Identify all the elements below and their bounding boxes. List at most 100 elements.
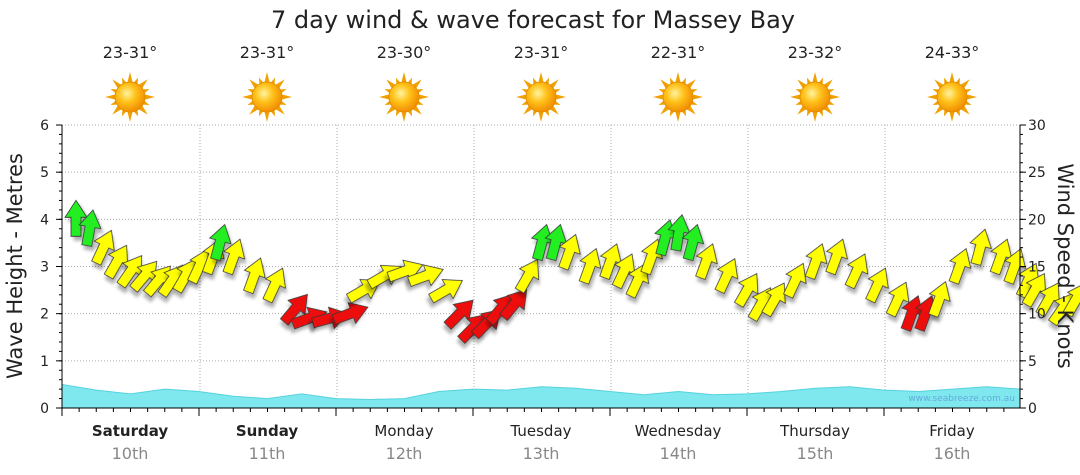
sun-ray: [523, 79, 533, 89]
wind-arrow: [783, 262, 807, 299]
sun-icon: [379, 72, 429, 122]
day-date-label: 14th: [660, 444, 697, 463]
wind-arrow: [544, 223, 568, 262]
sun-ray: [812, 112, 818, 122]
left-tick-label: 4: [40, 212, 49, 228]
sun-ray: [955, 110, 961, 117]
sun-ray: [280, 88, 287, 94]
wind-arrow: [262, 267, 286, 304]
wind-arrow: [714, 258, 739, 294]
daily-temperature-row: 23-31° 23-31° 23-30° 23-31° 22-31° 23-32° 24-3…: [103, 43, 980, 62]
wind-arrow: [222, 238, 246, 276]
wind-arrow: [443, 299, 474, 330]
right-tick-label: 5: [1028, 354, 1037, 370]
left-tick-label: 0: [40, 401, 49, 417]
wind-arrow: [243, 257, 266, 295]
sun-ray: [407, 110, 413, 117]
wind-arrow: [279, 293, 308, 326]
sun-ray: [532, 110, 538, 117]
sun-ray: [133, 110, 139, 117]
day-date-label: 15th: [797, 444, 834, 463]
sun-ray: [401, 112, 407, 122]
right-tick-label: 15: [1028, 260, 1046, 276]
sun-ray: [386, 79, 396, 89]
wind-arrow: [885, 281, 910, 318]
sun-ray: [669, 77, 675, 84]
sun-ray: [133, 77, 139, 84]
sun-ray: [242, 94, 252, 100]
right-tick-label: 25: [1028, 165, 1046, 181]
wind-arrow: [865, 267, 889, 304]
sun-ray: [419, 94, 429, 100]
sun-ray: [138, 79, 148, 89]
sun-ray: [693, 94, 703, 100]
temperature-label: 22-31°: [651, 43, 706, 62]
wind-arrow: [928, 280, 951, 318]
sun-ray: [818, 110, 824, 117]
sun-ray: [549, 105, 559, 115]
wind-arrow: [681, 223, 705, 262]
sun-ray: [258, 77, 264, 84]
sun-ray: [967, 94, 977, 100]
wind-arrow: [1021, 272, 1046, 308]
sun-ray: [532, 77, 538, 84]
sun-ray: [812, 72, 818, 82]
right-tick-label: 10: [1028, 307, 1046, 323]
sun-disc: [799, 81, 831, 113]
day-name-label: Saturday: [92, 422, 169, 440]
sun-ray: [691, 88, 698, 94]
sun-ray: [401, 72, 407, 82]
sun-ray: [386, 105, 396, 115]
left-tick-label: 6: [40, 118, 49, 134]
watermark: www.seabreeze.com.au: [908, 394, 1015, 404]
sun-ray: [965, 100, 972, 106]
sun-ray: [112, 79, 122, 89]
day-name-label: Friday: [929, 422, 975, 440]
sun-ray: [521, 100, 528, 106]
left-tick-label: 5: [40, 165, 49, 181]
temperature-label: 23-31°: [514, 43, 569, 62]
sun-ray: [544, 110, 550, 117]
sun-ray: [675, 72, 681, 82]
sun-ray: [965, 88, 972, 94]
wind-arrow: [611, 253, 636, 290]
sun-ray: [549, 79, 559, 89]
wind-arrow: [103, 244, 129, 280]
wind-arrow: [1062, 282, 1080, 318]
sun-ray: [538, 112, 544, 122]
temperature-label: 24-33°: [925, 43, 980, 62]
temperature-label: 23-30°: [377, 43, 432, 62]
sun-icon: [790, 72, 840, 122]
sun-ray: [686, 79, 696, 89]
sun-ray: [384, 88, 391, 94]
wind-arrow: [825, 238, 848, 276]
sun-ray: [823, 105, 833, 115]
day-name-label: Tuesday: [509, 422, 571, 440]
sun-ray: [797, 105, 807, 115]
sun-ray: [556, 94, 566, 100]
wind-arrow: [558, 233, 581, 271]
wind-arrow: [844, 253, 869, 290]
sun-ray: [384, 100, 391, 106]
sun-ray: [105, 94, 115, 100]
right-tick-label: 0: [1028, 401, 1037, 417]
day-date-label: 16th: [934, 444, 971, 463]
sun-ray: [121, 77, 127, 84]
wind-arrow: [78, 209, 102, 247]
sun-ray: [943, 77, 949, 84]
sun-ray: [960, 105, 970, 115]
day-name-label: Thursday: [779, 422, 850, 440]
day-name-label: Monday: [374, 422, 433, 440]
sun-ray: [554, 100, 561, 106]
left-tick-label: 2: [40, 307, 49, 323]
sun-ray: [110, 100, 117, 106]
sun-ray: [949, 72, 955, 82]
sun-ray: [932, 100, 939, 106]
sun-disc: [251, 81, 283, 113]
wind-arrow: [804, 243, 828, 280]
sun-ray: [932, 88, 939, 94]
day-labels: Saturday 10th Sunday 11th Monday 12th Tuesday 1…: [92, 422, 975, 463]
sun-ray: [806, 110, 812, 117]
sun-ray: [669, 110, 675, 117]
